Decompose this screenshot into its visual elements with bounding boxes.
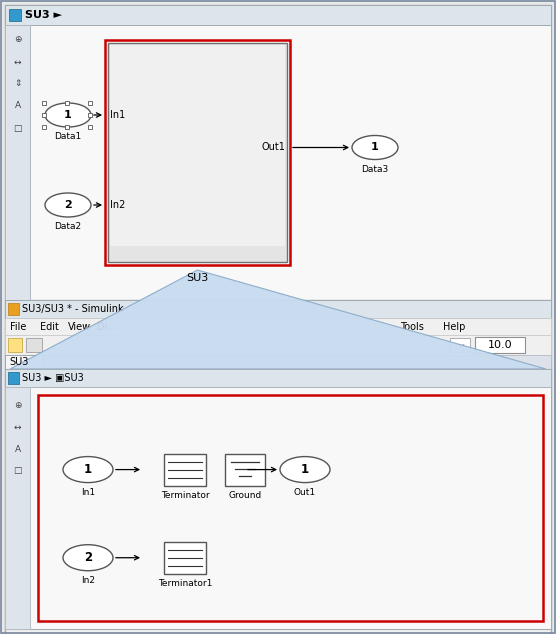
Bar	[65, 101, 69, 105]
Text: A: A	[14, 444, 21, 453]
Text: ⊕: ⊕	[14, 401, 21, 410]
Bar	[8, 303, 19, 315]
Bar	[5, 318, 551, 335]
Bar	[5, 5, 551, 300]
Ellipse shape	[63, 545, 113, 571]
Ellipse shape	[352, 136, 398, 160]
Text: ↔: ↔	[14, 422, 21, 432]
Bar	[42, 101, 46, 105]
Ellipse shape	[63, 456, 113, 482]
Text: A: A	[14, 101, 21, 110]
Text: 1: 1	[301, 463, 309, 476]
Bar	[30, 387, 551, 629]
Bar	[8, 338, 22, 352]
Text: SU3 ►: SU3 ►	[25, 10, 62, 20]
Text: 1: 1	[371, 143, 379, 153]
Bar	[475, 337, 525, 353]
Text: Help: Help	[443, 321, 465, 332]
Bar	[38, 395, 543, 621]
Text: Terminator: Terminator	[161, 491, 209, 500]
Bar	[108, 43, 287, 262]
Bar	[5, 25, 30, 300]
Text: Data2: Data2	[54, 222, 82, 231]
Bar	[8, 372, 19, 384]
Ellipse shape	[280, 456, 330, 482]
Text: Edit: Edit	[40, 321, 59, 332]
Bar	[30, 25, 551, 300]
Ellipse shape	[45, 103, 91, 127]
Bar	[5, 369, 551, 387]
Text: ∼: ∼	[455, 339, 465, 351]
Text: In2: In2	[81, 576, 95, 585]
Text: File: File	[10, 321, 26, 332]
Bar	[42, 125, 46, 129]
Bar	[5, 5, 551, 25]
Bar	[110, 45, 285, 246]
Bar	[88, 101, 92, 105]
Text: 10.0: 10.0	[488, 340, 512, 350]
Bar	[9, 9, 21, 21]
Text: Tools: Tools	[400, 321, 424, 332]
Bar	[105, 40, 290, 265]
Bar	[88, 125, 92, 129]
Text: SU3: SU3	[186, 273, 208, 283]
Bar	[5, 369, 551, 629]
Text: Data3: Data3	[361, 164, 389, 174]
Bar	[26, 338, 42, 352]
Bar	[5, 300, 551, 318]
Text: SU3 ► ▣SU3: SU3 ► ▣SU3	[22, 373, 84, 383]
Bar	[5, 355, 551, 369]
Text: Di...: Di...	[97, 321, 116, 332]
Bar	[42, 113, 46, 117]
Text: ↔: ↔	[14, 58, 21, 67]
Text: ⇕: ⇕	[14, 79, 21, 89]
Text: 2: 2	[64, 200, 72, 210]
Bar	[5, 355, 43, 369]
Bar	[164, 453, 206, 486]
Text: □: □	[13, 467, 22, 476]
Text: 2: 2	[84, 551, 92, 564]
Text: ⊕: ⊕	[14, 36, 21, 44]
Text: Data1: Data1	[54, 132, 82, 141]
Bar	[5, 387, 30, 629]
Text: 1: 1	[84, 463, 92, 476]
Text: Out1: Out1	[261, 143, 285, 153]
Text: Ground: Ground	[229, 491, 262, 500]
Text: Terminator1: Terminator1	[158, 579, 212, 588]
Bar	[450, 338, 470, 352]
Text: View: View	[68, 321, 91, 332]
Text: In1: In1	[81, 488, 95, 496]
Text: □: □	[13, 124, 22, 133]
Bar	[225, 453, 265, 486]
Text: SU3: SU3	[9, 357, 28, 367]
Text: SU3/SU3 * - Simulink: SU3/SU3 * - Simulink	[22, 304, 123, 314]
Text: In2: In2	[110, 200, 125, 210]
Text: In1: In1	[110, 110, 125, 120]
Bar	[164, 541, 206, 574]
Bar	[5, 335, 551, 355]
Text: Out1: Out1	[294, 488, 316, 496]
Bar	[65, 125, 69, 129]
Ellipse shape	[45, 193, 91, 217]
Bar	[88, 113, 92, 117]
Text: 1: 1	[64, 110, 72, 120]
Bar	[5, 300, 551, 634]
Polygon shape	[10, 270, 546, 369]
